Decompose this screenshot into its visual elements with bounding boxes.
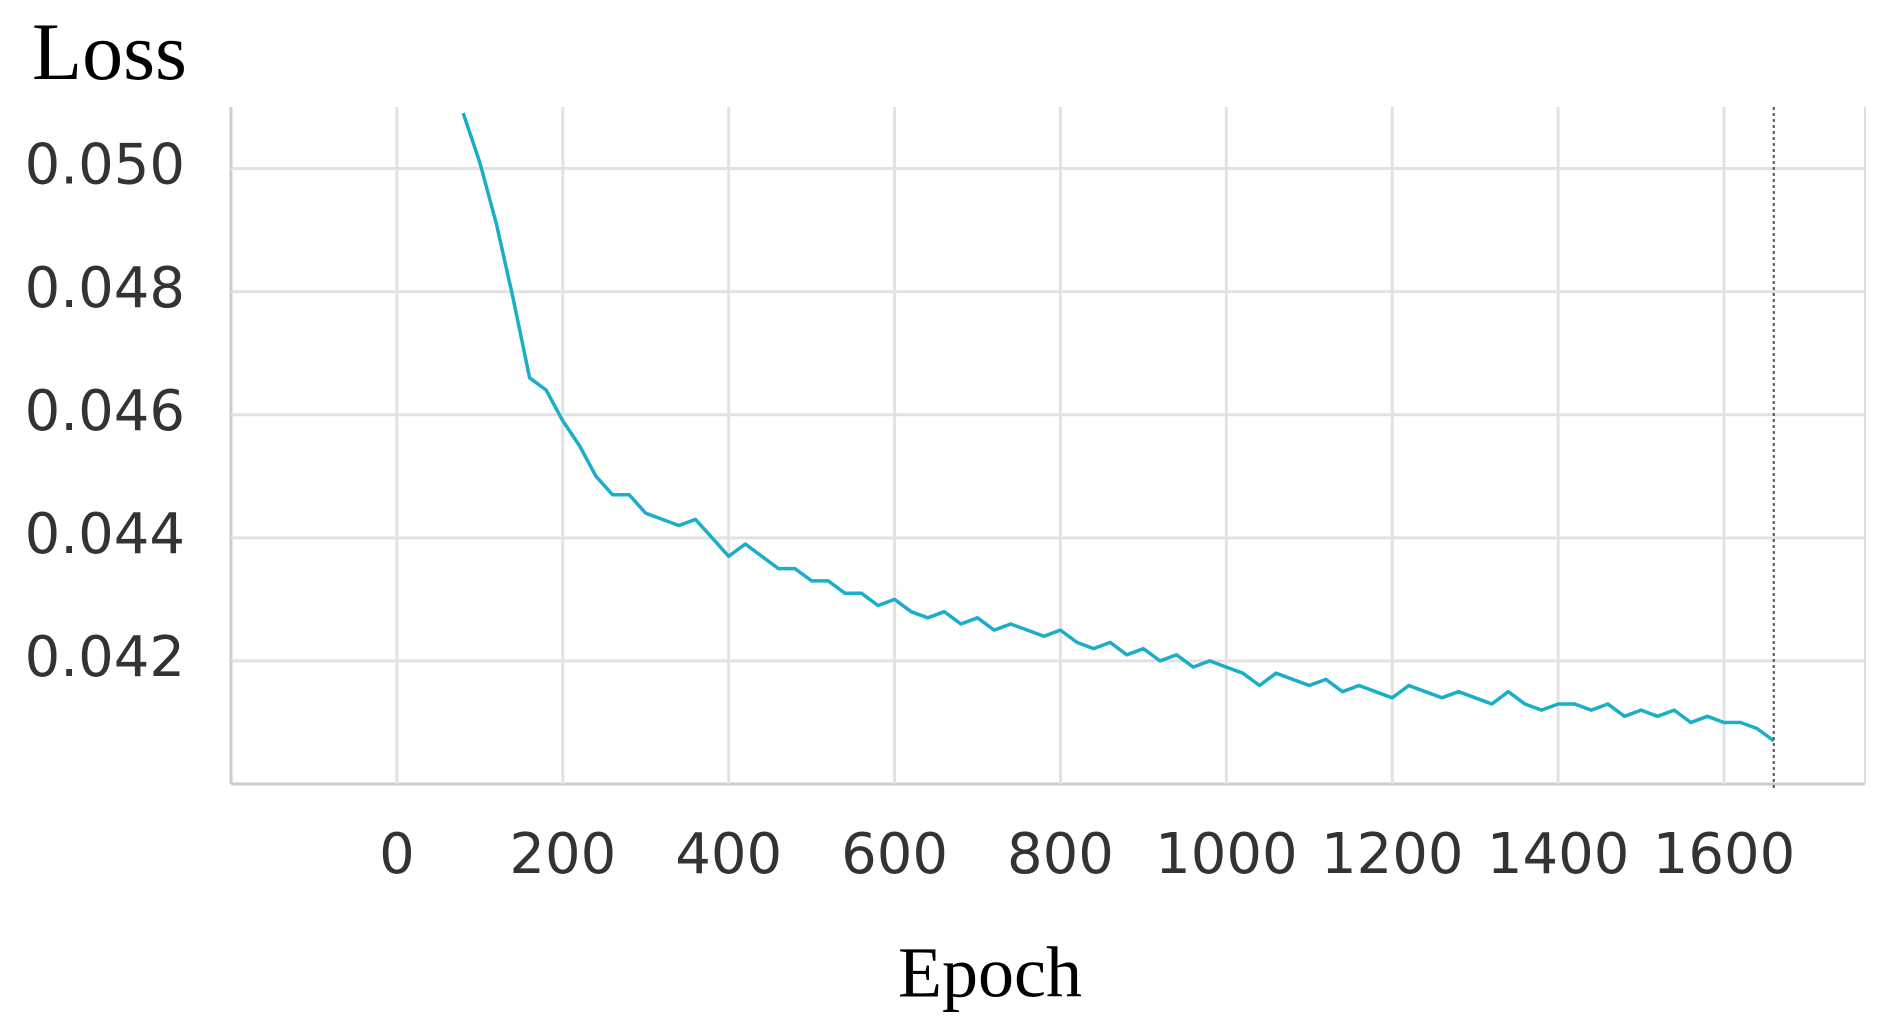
x-tick-label: 1400 xyxy=(1487,822,1630,887)
x-tick-label: 800 xyxy=(1007,822,1114,887)
x-tick-label: 1200 xyxy=(1321,822,1464,887)
y-axis-title: Loss xyxy=(32,6,187,97)
y-tick-label: 0.050 xyxy=(25,133,185,198)
y-tick-label: 0.046 xyxy=(25,379,185,444)
x-axis-title: Epoch xyxy=(898,933,1082,1013)
x-tick-label: 200 xyxy=(509,822,616,887)
x-tick-label: 1600 xyxy=(1653,822,1796,887)
x-tick-label: 1000 xyxy=(1155,822,1298,887)
y-tick-label: 0.044 xyxy=(25,502,185,567)
y-tick-label: 0.048 xyxy=(25,256,185,321)
loss-line xyxy=(461,112,1775,743)
y-tick-label: 0.042 xyxy=(25,625,185,690)
x-tick-label: 600 xyxy=(841,822,948,887)
x-tick-label: 0 xyxy=(379,822,415,887)
x-tick-label: 400 xyxy=(675,822,782,887)
